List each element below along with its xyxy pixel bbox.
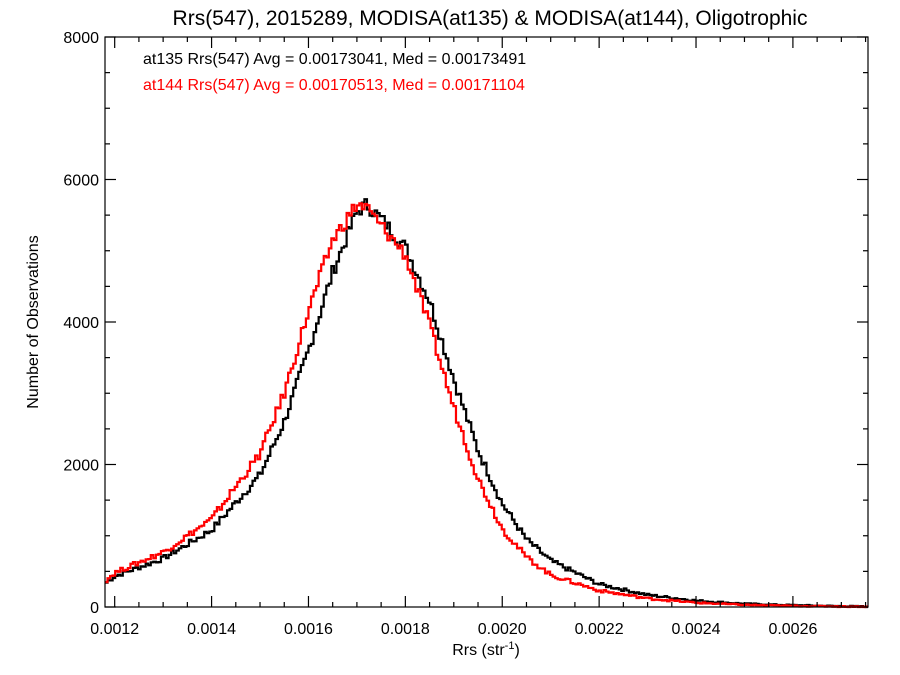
x-tick-label: 0.0014 [187,621,236,638]
x-tick-label: 0.0022 [575,621,624,638]
x-tick-label: 0.0026 [768,621,817,638]
y-axis-label: Number of Observations [25,235,42,408]
plot-series [105,198,868,609]
x-axis-label: Rrs (str-1) [452,640,520,659]
x-axis-label-exponent: -1 [505,640,515,652]
y-tick-label: 6000 [63,173,99,190]
x-tick-label: 0.0016 [284,621,333,638]
chart-title: Rrs(547), 2015289, MODISA(at135) & MODIS… [173,7,808,30]
annotation-at144: at144 Rrs(547) Avg = 0.00170513, Med = 0… [143,77,525,94]
y-tick-label: 8000 [63,30,99,47]
series-line-1 [105,202,868,609]
x-tick-label: 0.0012 [90,621,139,638]
x-tick-label: 0.0020 [478,621,527,638]
x-tick-label: 0.0018 [381,621,430,638]
y-tick-label: 4000 [63,315,99,332]
x-axis-label-close: ) [514,642,519,659]
x-axis-label-main: Rrs (str [452,642,505,659]
series-line-0 [105,198,868,609]
y-tick-label: 2000 [63,458,99,475]
annotation-at135: at135 Rrs(547) Avg = 0.00173041, Med = 0… [143,51,526,68]
y-tick-label: 0 [90,600,99,617]
axis-ticks: 0.0012 0.0014 0.0016 0.0018 0.0020 0.0022 0.00… [63,30,868,638]
x-tick-label: 0.0024 [672,621,721,638]
